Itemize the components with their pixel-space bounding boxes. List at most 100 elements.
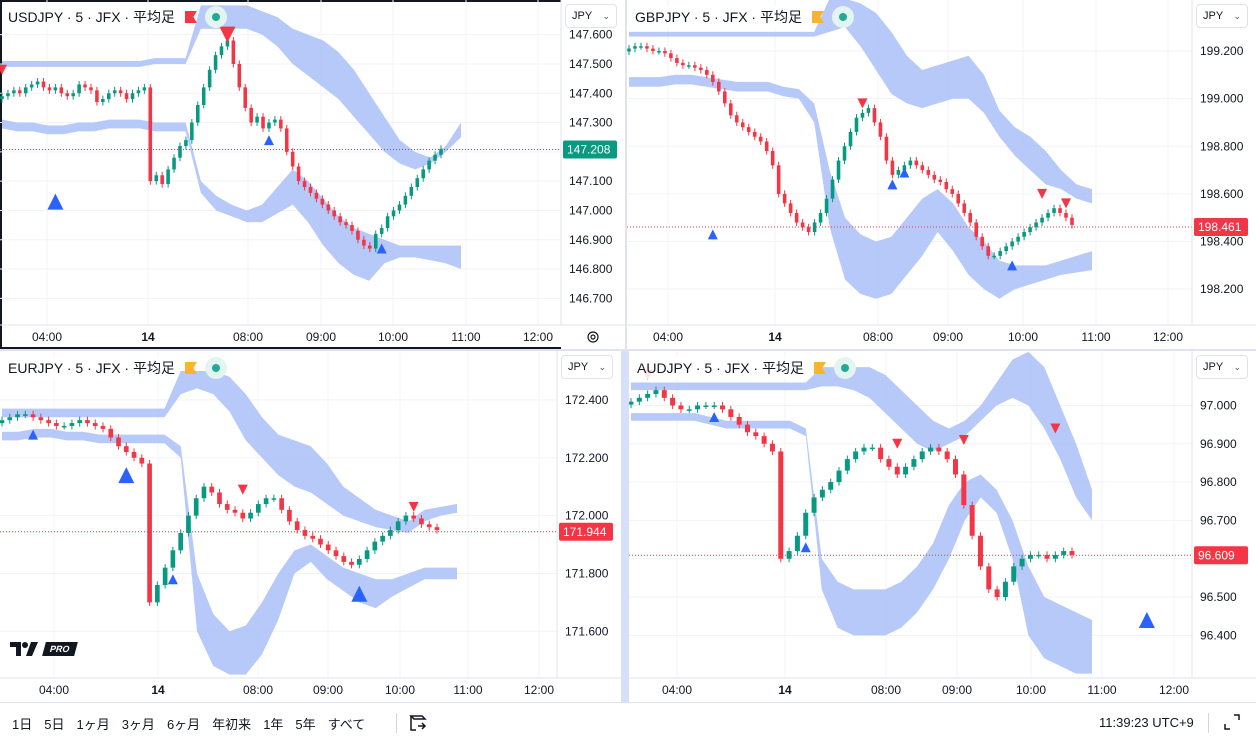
candle-body [980,236,984,247]
currency-button[interactable]: JPY ⌄ [1196,4,1248,28]
price-tick-label: 146.900 [569,233,613,247]
candle-body [812,222,817,233]
range-button[interactable]: 5日 [44,717,65,732]
candle-body [325,544,331,551]
candle-body [154,175,159,182]
candle-body [693,65,697,68]
candle-body [95,90,99,103]
range-button[interactable]: 5年 [295,717,316,732]
candle-body [0,96,4,100]
range-button[interactable]: 1年 [263,717,284,732]
candle-body [758,136,763,142]
currency-button[interactable]: JPY ⌄ [561,355,613,379]
candle-body [201,486,207,499]
candle-body [761,436,767,444]
currency-button[interactable]: JPY ⌄ [1196,355,1248,379]
candle-body [1027,554,1033,559]
range-button[interactable]: 6ヶ月 [166,717,201,732]
lower-band [2,119,461,281]
signal-down-marker [958,434,969,445]
currency-label: JPY [568,361,589,373]
candle-body [172,157,176,170]
candle-body [302,530,308,536]
candle-body [249,107,253,123]
date-range-goto-icon[interactable] [406,711,430,735]
candle-body [969,505,975,536]
currency-label: JPY [572,10,593,22]
candle-body [890,160,895,175]
time-tick-label: 09:00 [942,683,972,697]
candle-body [46,420,51,424]
candle-body [711,405,717,407]
candle-body [657,50,661,53]
candle-body [944,451,950,460]
candle-body [782,193,787,204]
candle-body [160,175,164,185]
candle-body [415,178,420,188]
candle-body [675,58,679,63]
signal-down-marker [857,98,868,109]
signal-up-marker [1138,612,1155,629]
price-tick-label: 146.800 [569,262,613,276]
market-status-icon [204,357,227,379]
fullscreen-expand-icon[interactable] [1222,712,1242,732]
symbol-title[interactable]: AUDJPY · 5 · JFX · 平均足 [635,357,806,379]
signal-up-marker [887,179,898,190]
symbol-title[interactable]: GBPJPY · 5 · JFX · 平均足 [633,6,804,28]
flag-icon[interactable] [184,11,197,23]
candle-body [178,145,182,158]
candle-body [332,210,336,217]
price-tick-label: 147.500 [569,57,613,71]
candle-body [986,566,992,590]
candle-body [1036,554,1042,557]
candle-body [633,46,637,49]
signal-up-marker [47,193,64,210]
candle-body [1044,554,1050,559]
time-tick-label: 10:00 [1016,683,1046,697]
candle-body [663,50,667,54]
last-price-label: 96.609 [1198,548,1235,562]
chart-pane-gbpjpy[interactable]: 199.200 199.000 198.800 198.600 198.400 198.2… [627,0,1256,349]
symbol-title[interactable]: USDJPY · 5 · JFX · 平均足 [6,6,177,28]
range-button[interactable]: 1日 [12,717,33,732]
currency-button[interactable]: JPY ⌄ [565,4,617,28]
bottom-toolbar: 1日 5日 1ヶ月 3ヶ月 6ヶ月 年初来 1年 5年 すべて 11:39:23 UTC+9 [0,702,1256,742]
chart-pane-audjpy[interactable]: 97.00096.90096.80096.70096.60096.50096.4… [629,351,1256,702]
candle-body [1004,246,1008,252]
candle-body [722,91,727,104]
range-button[interactable]: 年初来 [212,717,252,732]
candle-body [302,181,307,188]
pane-splitter[interactable] [621,351,629,702]
chart-pane-eurjpy[interactable]: 172.400 172.200 172.000 171.800 171.600 171.9… [0,351,621,702]
chart-legend: EURJPY · 5 · JFX · 平均足 [6,357,227,379]
candle-body [896,170,901,175]
flag-icon[interactable] [812,11,824,23]
candle-body [356,230,360,240]
price-axis [561,0,625,349]
candle-body [108,428,114,438]
candle-body [1046,212,1050,218]
candle-body [769,443,775,452]
symbol-title[interactable]: EURJPY · 5 · JFX · 平均足 [6,357,177,379]
time-tick-label: 11:00 [453,683,482,697]
chart-pane-usdjpy[interactable]: 147.600147.500147.400147.300147.200147.1… [0,0,625,349]
candle-body [391,210,396,217]
timezone-clock[interactable]: 11:39:23 UTC+9 [1099,715,1194,730]
range-button[interactable]: 1ヶ月 [76,717,110,732]
time-tick-label: 08:00 [871,683,901,697]
candle-body [968,212,973,223]
range-button[interactable]: すべて [327,717,366,732]
time-tick-label: 11:00 [1087,683,1116,697]
candle-body [645,46,649,49]
flag-icon[interactable] [184,362,197,374]
last-price-badge [563,140,617,159]
flag-icon[interactable] [813,362,826,374]
candle-body [290,151,295,167]
price-axis [1192,351,1256,702]
candle-body [209,486,215,493]
candle-body [717,81,721,92]
candle-body [853,451,859,460]
candle-body [956,193,961,204]
range-button[interactable]: 3ヶ月 [121,717,155,732]
